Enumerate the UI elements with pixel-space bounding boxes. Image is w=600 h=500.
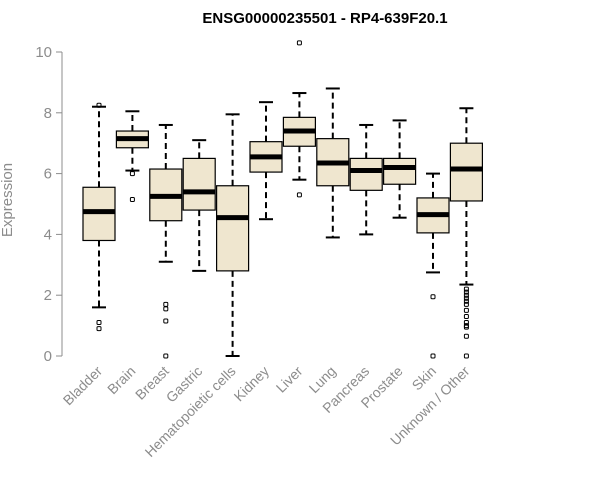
box-bladder (82, 102, 116, 332)
iqr-box (216, 185, 250, 272)
y-tick-label: 10 (35, 44, 52, 61)
outlier-point (463, 301, 469, 307)
box-brain (115, 110, 150, 202)
box-hematopoietic-cells (216, 113, 250, 357)
x-tick-label: Liver (273, 363, 306, 396)
outlier-point (296, 40, 302, 46)
box-lung (316, 87, 350, 239)
y-axis: 0 2 4 6 8 10 (35, 44, 63, 365)
outlier-point (463, 324, 469, 330)
outlier-point (96, 102, 102, 108)
outlier-point (463, 298, 469, 304)
iqr-box (449, 142, 483, 202)
outlier-point (296, 192, 302, 198)
box-liver (282, 40, 316, 198)
outlier-point (430, 294, 436, 300)
box-skin (416, 172, 450, 359)
iqr-box (349, 157, 383, 191)
x-tick-label: Kidney (231, 363, 273, 405)
outlier-point (96, 326, 102, 332)
box-kidney (249, 101, 283, 221)
y-tick-label: 0 (44, 348, 52, 365)
y-tick-label: 2 (44, 287, 52, 304)
outlier-point (430, 353, 436, 359)
y-tick-label: 6 (44, 166, 52, 183)
y-tick-label: 4 (44, 226, 52, 243)
x-tick-label: Bladder (60, 363, 106, 409)
y-axis-label: Expression (0, 163, 16, 237)
outlier-point (463, 295, 469, 301)
box-breast (149, 123, 183, 359)
outlier-point (463, 307, 469, 313)
outlier-point (463, 320, 469, 326)
iqr-box (182, 157, 216, 211)
outlier-point (129, 171, 135, 177)
outlier-point (129, 196, 135, 202)
outlier-point (163, 318, 169, 324)
outlier-point (463, 353, 469, 359)
outlier-point (463, 333, 469, 339)
box-unknown-other (449, 107, 483, 359)
plot-area (82, 40, 483, 359)
outlier-point (96, 320, 102, 326)
outlier-point (163, 353, 169, 359)
outlier-point (463, 313, 469, 319)
outlier-point (163, 306, 169, 312)
outlier-point (463, 286, 469, 292)
chart-title: ENSG00000235501 - RP4-639F20.1 (202, 10, 447, 27)
outlier-point (463, 289, 469, 295)
iqr-box (383, 157, 417, 185)
box-gastric (182, 139, 216, 272)
box-prostate (383, 119, 417, 219)
box-pancreas (349, 123, 383, 236)
outlier-point (163, 301, 169, 307)
y-tick-label: 8 (44, 105, 52, 122)
outlier-point (463, 292, 469, 298)
